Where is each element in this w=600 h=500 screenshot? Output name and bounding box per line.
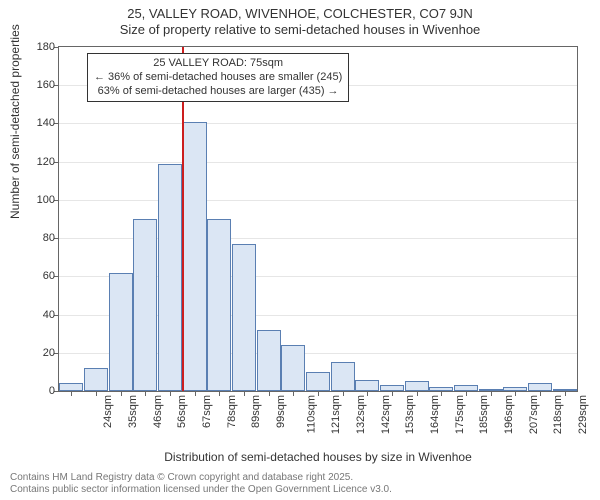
marker-annotation: 25 VALLEY ROAD: 75sqm← 36% of semi-detac… <box>87 53 349 102</box>
x-tick-mark <box>515 391 516 396</box>
x-tick-label: 67sqm <box>201 395 213 428</box>
chart-container: 25, VALLEY ROAD, WIVENHOE, COLCHESTER, C… <box>0 0 600 500</box>
y-tick-label: 60 <box>25 270 55 282</box>
x-tick-label: 46sqm <box>152 395 164 428</box>
x-tick-label: 164sqm <box>429 395 441 434</box>
x-tick-label: 218sqm <box>552 395 564 434</box>
histogram-bar <box>429 387 453 391</box>
footnote: Contains HM Land Registry data © Crown c… <box>10 472 392 496</box>
x-tick-label: 121sqm <box>330 395 342 434</box>
x-tick-mark <box>417 391 418 396</box>
histogram-bar <box>528 383 552 391</box>
x-tick-label: 229sqm <box>577 395 589 434</box>
histogram-bar <box>232 244 256 391</box>
x-tick-mark <box>441 391 442 396</box>
y-tick-label: 160 <box>25 79 55 91</box>
histogram-bar <box>503 387 527 391</box>
x-tick-mark <box>491 391 492 396</box>
histogram-bar <box>454 385 478 391</box>
histogram-bar <box>553 389 577 391</box>
histogram-bar <box>380 385 404 391</box>
x-tick-label: 99sqm <box>275 395 287 428</box>
x-tick-label: 35sqm <box>127 395 139 428</box>
x-tick-label: 110sqm <box>305 395 317 433</box>
x-tick-mark <box>367 391 368 396</box>
chart-title-main: 25, VALLEY ROAD, WIVENHOE, COLCHESTER, C… <box>0 0 600 22</box>
y-tick-label: 140 <box>25 117 55 129</box>
x-tick-mark <box>293 391 294 396</box>
chart-title-sub: Size of property relative to semi-detach… <box>0 22 600 42</box>
grid-line <box>59 123 577 124</box>
x-tick-mark <box>343 391 344 396</box>
y-tick-label: 20 <box>25 347 55 359</box>
histogram-bar <box>281 345 305 391</box>
y-tick-label: 120 <box>25 156 55 168</box>
histogram-bar <box>158 164 182 391</box>
x-tick-label: 142sqm <box>380 395 392 434</box>
histogram-bar <box>183 122 207 391</box>
histogram-bar <box>479 389 503 391</box>
histogram-bar <box>257 330 281 391</box>
histogram-bar <box>355 380 379 391</box>
x-tick-label: 196sqm <box>503 395 515 434</box>
histogram-bar <box>207 219 231 391</box>
x-tick-label: 207sqm <box>528 395 540 434</box>
y-tick-label: 40 <box>25 309 55 321</box>
x-tick-mark <box>466 391 467 396</box>
y-tick-label: 180 <box>25 41 55 53</box>
x-tick-label: 78sqm <box>226 395 238 428</box>
y-tick-label: 0 <box>25 385 55 397</box>
x-tick-label: 132sqm <box>355 395 367 434</box>
x-axis-label: Distribution of semi-detached houses by … <box>58 450 578 464</box>
histogram-bar <box>59 383 83 391</box>
x-tick-mark <box>219 391 220 396</box>
histogram-bar <box>331 362 355 391</box>
x-tick-label: 185sqm <box>478 395 490 434</box>
plot-area: 02040608010012014016018024sqm35sqm46sqm5… <box>58 46 578 392</box>
y-tick-label: 100 <box>25 194 55 206</box>
marker-annotation-line: 25 VALLEY ROAD: 75sqm <box>94 57 342 71</box>
x-tick-label: 175sqm <box>454 395 466 434</box>
x-tick-label: 24sqm <box>102 395 114 428</box>
x-tick-mark <box>540 391 541 396</box>
x-tick-mark <box>318 391 319 396</box>
grid-line <box>59 200 577 201</box>
histogram-bar <box>84 368 108 391</box>
x-tick-mark <box>145 391 146 396</box>
marker-annotation-line: 63% of semi-detached houses are larger (… <box>94 85 342 99</box>
x-tick-label: 89sqm <box>250 395 262 428</box>
x-tick-mark <box>121 391 122 396</box>
x-tick-mark <box>269 391 270 396</box>
x-tick-mark <box>96 391 97 396</box>
x-tick-mark <box>392 391 393 396</box>
x-tick-label: 56sqm <box>176 395 188 428</box>
y-axis-label: Number of semi-detached properties <box>8 24 22 219</box>
histogram-bar <box>133 219 157 391</box>
footnote-line-2: Contains public sector information licen… <box>10 484 392 496</box>
grid-line <box>59 162 577 163</box>
x-tick-mark <box>244 391 245 396</box>
marker-annotation-line: ← 36% of semi-detached houses are smalle… <box>94 71 342 85</box>
y-tick-label: 80 <box>25 232 55 244</box>
histogram-bar <box>306 372 330 391</box>
x-tick-mark <box>565 391 566 396</box>
x-tick-mark <box>170 391 171 396</box>
x-tick-label: 153sqm <box>404 395 416 434</box>
footnote-line-1: Contains HM Land Registry data © Crown c… <box>10 472 392 484</box>
x-tick-mark <box>71 391 72 396</box>
x-tick-mark <box>195 391 196 396</box>
histogram-bar <box>109 273 133 391</box>
histogram-bar <box>405 381 429 391</box>
